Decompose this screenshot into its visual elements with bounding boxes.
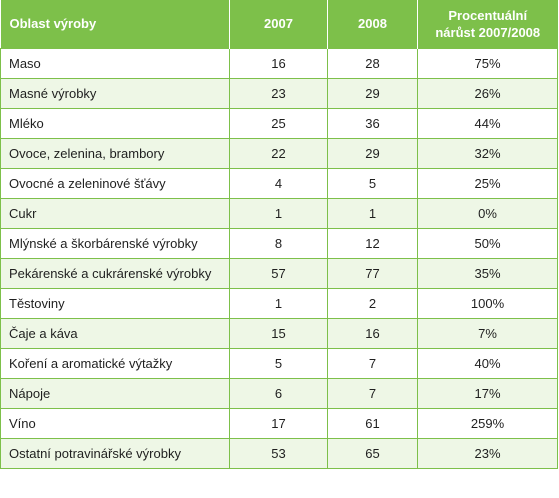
cell-growth: 7% — [417, 317, 558, 349]
cell-area: Mlýnské a škorbárenské výrobky — [0, 227, 230, 259]
cell-2007: 23 — [229, 77, 328, 109]
table-row: Mléko 25 36 44% — [0, 107, 558, 139]
cell-2008: 29 — [327, 77, 418, 109]
cell-2007: 1 — [229, 197, 328, 229]
cell-2008: 28 — [327, 47, 418, 79]
table-row: Mlýnské a škorbárenské výrobky 8 12 50% — [0, 227, 558, 259]
cell-2007: 6 — [229, 377, 328, 409]
cell-area: Mléko — [0, 107, 230, 139]
table-row: Těstoviny 1 2 100% — [0, 287, 558, 319]
cell-2008: 7 — [327, 347, 418, 379]
table-body: Maso 16 28 75% Masné výrobky 23 29 26% Mléko 25 36… — [0, 47, 558, 469]
cell-2007: 4 — [229, 167, 328, 199]
cell-2007: 57 — [229, 257, 328, 289]
cell-growth: 44% — [417, 107, 558, 139]
header-2008: 2008 — [327, 0, 418, 48]
cell-area: Koření a aromatické výtažky — [0, 347, 230, 379]
cell-growth: 32% — [417, 137, 558, 169]
cell-2008: 29 — [327, 137, 418, 169]
header-2007: 2007 — [229, 0, 328, 48]
table-row: Koření a aromatické výtažky 5 7 40% — [0, 347, 558, 379]
table-row: Ostatní potravinářské výrobky 53 65 23% — [0, 437, 558, 469]
cell-2007: 22 — [229, 137, 328, 169]
table-row: Nápoje 6 7 17% — [0, 377, 558, 409]
cell-2008: 7 — [327, 377, 418, 409]
table-row: Čaje a káva 15 16 7% — [0, 317, 558, 349]
cell-2008: 2 — [327, 287, 418, 319]
cell-area: Cukr — [0, 197, 230, 229]
cell-2007: 5 — [229, 347, 328, 379]
cell-area: Čaje a káva — [0, 317, 230, 349]
cell-area: Masné výrobky — [0, 77, 230, 109]
cell-2008: 36 — [327, 107, 418, 139]
cell-2007: 8 — [229, 227, 328, 259]
cell-growth: 0% — [417, 197, 558, 229]
header-growth: Procentuální nárůst 2007/2008 — [417, 0, 558, 48]
cell-2007: 15 — [229, 317, 328, 349]
cell-area: Nápoje — [0, 377, 230, 409]
cell-area: Maso — [0, 47, 230, 79]
cell-2008: 16 — [327, 317, 418, 349]
cell-2008: 1 — [327, 197, 418, 229]
cell-growth: 40% — [417, 347, 558, 379]
cell-growth: 26% — [417, 77, 558, 109]
header-row: Oblast výroby 2007 2008 Procentuální nár… — [0, 0, 558, 48]
cell-2008: 5 — [327, 167, 418, 199]
table-row: Víno 17 61 259% — [0, 407, 558, 439]
cell-area: Ostatní potravinářské výrobky — [0, 437, 230, 469]
cell-2008: 77 — [327, 257, 418, 289]
cell-2007: 1 — [229, 287, 328, 319]
header-area: Oblast výroby — [0, 0, 230, 48]
cell-area: Těstoviny — [0, 287, 230, 319]
cell-2007: 25 — [229, 107, 328, 139]
production-table: Oblast výroby 2007 2008 Procentuální nár… — [0, 0, 558, 469]
header-growth-line2: nárůst 2007/2008 — [435, 24, 541, 40]
cell-growth: 23% — [417, 437, 558, 469]
table-row: Cukr 1 1 0% — [0, 197, 558, 229]
cell-2007: 17 — [229, 407, 328, 439]
header-growth-line1: Procentuální — [448, 7, 528, 23]
cell-area: Ovocné a zeleninové šťávy — [0, 167, 230, 199]
table-row: Ovocné a zeleninové šťávy 4 5 25% — [0, 167, 558, 199]
cell-growth: 25% — [417, 167, 558, 199]
cell-growth: 259% — [417, 407, 558, 439]
cell-2008: 61 — [327, 407, 418, 439]
cell-2007: 16 — [229, 47, 328, 79]
cell-area: Víno — [0, 407, 230, 439]
cell-growth: 35% — [417, 257, 558, 289]
table-row: Ovoce, zelenina, brambory 22 29 32% — [0, 137, 558, 169]
table-row: Maso 16 28 75% — [0, 47, 558, 79]
table-row: Masné výrobky 23 29 26% — [0, 77, 558, 109]
cell-growth: 17% — [417, 377, 558, 409]
cell-area: Ovoce, zelenina, brambory — [0, 137, 230, 169]
table-header: Oblast výroby 2007 2008 Procentuální nár… — [0, 0, 558, 48]
cell-2008: 65 — [327, 437, 418, 469]
cell-2007: 53 — [229, 437, 328, 469]
cell-growth: 75% — [417, 47, 558, 79]
cell-growth: 50% — [417, 227, 558, 259]
cell-2008: 12 — [327, 227, 418, 259]
table-row: Pekárenské a cukrárenské výrobky 57 77 35% — [0, 257, 558, 289]
cell-growth: 100% — [417, 287, 558, 319]
cell-area: Pekárenské a cukrárenské výrobky — [0, 257, 230, 289]
